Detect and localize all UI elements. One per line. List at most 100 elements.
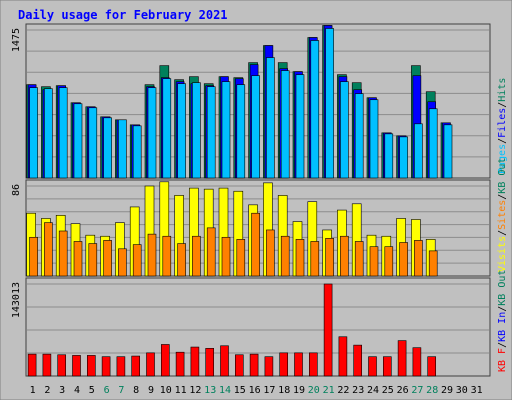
day-label: 3 <box>59 385 65 396</box>
sites-bar <box>58 230 68 277</box>
kbytes-bar <box>368 356 377 377</box>
side-legend-item: / <box>497 138 508 144</box>
day-label: 22 <box>337 385 349 396</box>
sites-bar <box>44 222 53 277</box>
day-label: 1 <box>30 385 36 396</box>
kbytes-bar <box>427 356 437 377</box>
sites-bar <box>325 238 334 277</box>
day-label: 7 <box>118 385 124 396</box>
sites-bar <box>73 241 83 277</box>
day-label: 11 <box>175 385 187 396</box>
kbytes-bar <box>87 355 96 377</box>
sites-bar <box>162 235 172 277</box>
pages-bar <box>58 87 68 179</box>
kbytes-bar <box>382 356 392 377</box>
day-label: 18 <box>278 385 290 396</box>
pages-bar <box>103 117 112 179</box>
kbytes-bar <box>146 352 155 377</box>
pages-bar <box>280 70 290 179</box>
pages-bar <box>206 86 216 179</box>
sites-bar <box>118 248 127 277</box>
pages-bar <box>310 40 320 179</box>
kbytes-bar <box>279 352 289 377</box>
day-label: 15 <box>234 385 246 396</box>
side-legend-item: Hits <box>497 78 508 102</box>
sites-bar <box>192 235 201 277</box>
day-label: 20 <box>308 385 320 396</box>
day-label: 14 <box>219 385 231 396</box>
day-axis: 1 2 3 4 5 6 7 8 9 10 11 12 13 14 15 16 17 18 19 20 21 22 23 24 2… <box>30 385 483 396</box>
day-label: 12 <box>189 385 201 396</box>
kbytes-bar <box>235 354 244 377</box>
pages-bar <box>325 28 334 179</box>
kbytes-bar <box>412 347 422 377</box>
pages-bar <box>118 119 127 179</box>
day-label: 25 <box>382 385 394 396</box>
pages-bar <box>251 75 260 179</box>
kbytes-bar <box>161 344 170 377</box>
pages-bar <box>236 84 246 179</box>
side-legend: KB F/KB In/KB Out <box>497 270 508 372</box>
pages-bar <box>266 57 275 179</box>
kbytes-bar <box>220 345 229 377</box>
pages-bar <box>443 124 453 179</box>
sites-bar <box>399 242 408 277</box>
day-label: 9 <box>148 385 154 396</box>
side-legend-item: KB Out <box>497 158 508 194</box>
kbytes-bar <box>57 354 67 377</box>
sites-bar <box>340 235 349 277</box>
day-label: 28 <box>426 385 438 396</box>
kbytes-bar <box>72 355 81 377</box>
chart-title: Daily usage for February 2021 <box>18 8 228 22</box>
kbytes-bar <box>338 336 348 377</box>
kbytes-bar <box>175 351 185 377</box>
pages-bar <box>354 93 364 179</box>
sites-bar <box>354 241 364 277</box>
side-legend-item: KB F <box>497 348 508 372</box>
kbytes-bar <box>190 346 200 377</box>
day-label: 19 <box>293 385 305 396</box>
sites-bar <box>221 236 231 277</box>
y-max-label: 1475 <box>11 28 22 52</box>
sites-bar <box>177 243 186 277</box>
side-legend-item: / <box>497 306 508 312</box>
sites-bar <box>132 244 142 277</box>
sites-bar <box>384 246 394 277</box>
side-legend-item: KB In <box>497 312 508 342</box>
kbytes-bar <box>116 356 126 377</box>
day-label: 21 <box>323 385 335 396</box>
kbytes-bar <box>101 356 111 377</box>
day-label: 5 <box>89 385 95 396</box>
day-label: 6 <box>104 385 110 396</box>
day-label: 16 <box>249 385 261 396</box>
kbytes-bar <box>131 355 140 377</box>
sites-bar <box>251 212 260 277</box>
side-legend-item: / <box>497 230 508 236</box>
pages-bar <box>384 133 394 179</box>
pages-bar <box>44 88 53 179</box>
y-max-label: 86 <box>11 184 22 196</box>
pages-bar <box>147 87 157 179</box>
day-label: 26 <box>397 385 409 396</box>
day-label: 27 <box>411 385 423 396</box>
side-legend-item: Sites <box>497 200 508 230</box>
pages-bar <box>132 125 142 179</box>
sites-bar <box>310 241 320 277</box>
pages-bar <box>177 83 186 179</box>
kbytes-bar <box>249 353 259 377</box>
kbytes-bar <box>323 283 333 377</box>
y-max-label: 143013 <box>11 282 22 318</box>
pages-bar <box>88 107 98 179</box>
kbytes-bar <box>264 356 274 377</box>
pages-bar <box>399 136 408 179</box>
sites-bar <box>103 240 112 277</box>
sites-bar <box>369 246 379 277</box>
day-label: 8 <box>133 385 139 396</box>
side-legend-item: / <box>497 102 508 108</box>
day-label: 10 <box>160 385 172 396</box>
pages-bar <box>192 82 201 179</box>
pages-bar <box>221 81 231 179</box>
